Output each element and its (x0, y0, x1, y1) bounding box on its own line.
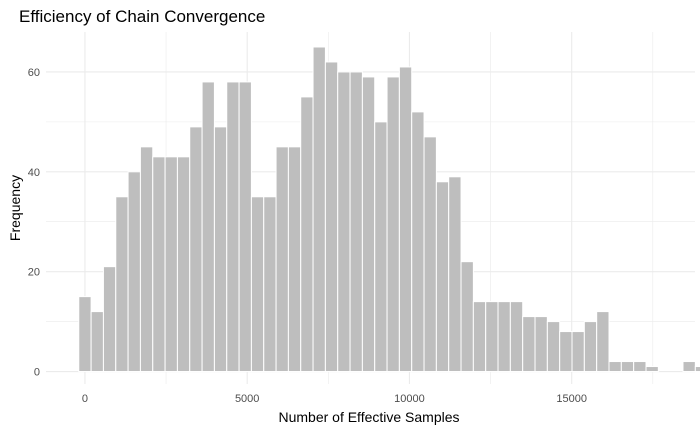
histogram-bar (226, 81, 240, 373)
histogram-bar (324, 61, 339, 373)
chart-title: Efficiency of Chain Convergence (19, 7, 265, 26)
histogram-bar (398, 66, 413, 373)
histogram-bar (238, 81, 252, 373)
y-tick-label: 60 (28, 67, 40, 79)
y-tick-label: 40 (28, 167, 40, 179)
histogram-bar (633, 361, 647, 373)
histogram-bar (78, 296, 92, 373)
histogram-bar (509, 301, 524, 373)
histogram-bar (460, 261, 474, 373)
histogram-bar (139, 146, 154, 373)
x-axis-title: Number of Effective Samples (278, 409, 459, 425)
histogram-bar (263, 196, 277, 373)
histogram-bar (546, 321, 561, 373)
y-axis-title: Frequency (7, 175, 23, 241)
y-tick-label: 20 (28, 267, 40, 279)
histogram-bar (102, 266, 117, 373)
histogram-bar (682, 361, 696, 373)
histogram-bar (534, 316, 548, 373)
histogram-bar (559, 331, 573, 373)
histogram-bar (497, 301, 511, 373)
x-tick-label: 10000 (394, 393, 425, 405)
histogram-bar (608, 361, 622, 373)
histogram-bar (596, 311, 610, 373)
histogram-bar (287, 146, 302, 373)
y-tick-label: 0 (34, 367, 40, 379)
histogram-bar (176, 156, 191, 373)
histogram-bar (337, 71, 351, 373)
histogram-bar (374, 121, 388, 373)
histogram-bars (78, 46, 700, 373)
histogram-bar (485, 301, 499, 373)
histogram-bar (189, 126, 203, 373)
histogram-bar (583, 321, 598, 373)
histogram-bar (349, 71, 363, 373)
histogram-bar (386, 76, 400, 373)
histogram-bar (164, 156, 178, 373)
histogram-bar (90, 311, 104, 373)
histogram-bar (127, 171, 141, 373)
histogram-bar (448, 176, 462, 373)
histogram-bar (250, 196, 265, 373)
x-tick-label: 0 (82, 393, 88, 405)
histogram-bar (472, 301, 487, 373)
histogram-bar (361, 76, 376, 373)
histogram-bar (115, 196, 129, 373)
histogram-bar (201, 81, 215, 373)
histogram-bar (645, 366, 659, 373)
histogram-bar (411, 111, 425, 373)
histogram-bar (435, 181, 450, 373)
y-tick-labels: 0 20 40 60 (28, 67, 40, 379)
x-tick-labels: 0 5000 10000 15000 (82, 393, 587, 405)
histogram-bar (571, 331, 585, 373)
histogram-bar (522, 316, 536, 373)
x-tick-label: 5000 (235, 393, 259, 405)
histogram-bar (423, 136, 437, 373)
histogram-bar (152, 156, 166, 373)
x-tick-label: 15000 (556, 393, 587, 405)
histogram-bar (694, 366, 700, 373)
histogram-bar (213, 126, 228, 373)
histogram-bar (312, 46, 326, 373)
histogram-bar (620, 361, 635, 373)
histogram-bar (300, 96, 314, 373)
histogram-bar (275, 146, 289, 373)
